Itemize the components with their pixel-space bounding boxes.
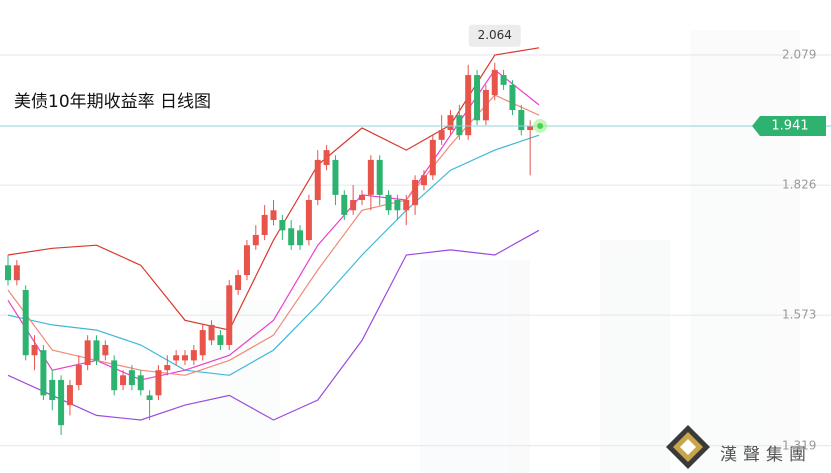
- candle-body: [13, 265, 20, 281]
- y-tick-label: 1.826: [782, 178, 816, 192]
- candle-body: [146, 395, 153, 400]
- candle-body: [182, 355, 188, 361]
- candle-body: [164, 365, 171, 371]
- candles: [5, 62, 534, 435]
- background-buildings: [200, 30, 800, 473]
- candle-body: [376, 159, 383, 195]
- candle-body: [58, 379, 65, 426]
- candle-body: [208, 324, 215, 341]
- candle-body: [155, 370, 162, 396]
- candle-body: [518, 110, 525, 131]
- candle-body: [474, 75, 481, 121]
- candle-body: [332, 159, 339, 195]
- candle-body: [305, 199, 312, 241]
- candle-body: [323, 150, 330, 166]
- candle-body: [279, 220, 286, 231]
- y-tick-label: 2.079: [782, 48, 816, 62]
- candle-body: [226, 285, 233, 345]
- candle-body: [173, 355, 180, 361]
- candle-body: [341, 194, 348, 215]
- candle-body: [5, 265, 11, 281]
- candle-body: [40, 350, 47, 396]
- candle-body: [128, 370, 135, 386]
- candle-body: [252, 234, 259, 246]
- candle-body: [350, 199, 357, 211]
- candle-body: [288, 228, 295, 246]
- candle-body: [314, 159, 321, 200]
- indicator-line: [7, 229, 540, 421]
- candle-body: [93, 340, 100, 361]
- candle-body: [31, 344, 38, 356]
- current-price-dot: [537, 122, 544, 129]
- candle-body: [190, 350, 197, 361]
- candle-body: [49, 379, 56, 400]
- candle-body: [111, 360, 118, 391]
- indicator-line: [7, 134, 540, 376]
- current-price-label: 1.941: [771, 118, 808, 133]
- candle-body: [120, 375, 127, 386]
- candle-body: [367, 159, 374, 195]
- candle-body: [385, 194, 392, 211]
- candle-body: [412, 179, 419, 206]
- candle-body: [394, 199, 401, 211]
- current-price-box: [752, 115, 826, 136]
- logo: [666, 425, 710, 469]
- candle-body: [217, 335, 224, 345]
- candle-body: [297, 230, 304, 246]
- candle-body: [66, 385, 73, 406]
- candle-body: [509, 84, 516, 111]
- candle-body: [491, 69, 498, 96]
- candle-body: [438, 130, 445, 140]
- y-tick-label: 1.319: [782, 438, 816, 452]
- candle-body: [75, 365, 82, 386]
- candle-body: [199, 330, 206, 356]
- candle-body: [465, 75, 472, 136]
- candle-body: [243, 245, 250, 276]
- candle-body: [137, 375, 144, 391]
- candle-body: [261, 214, 268, 235]
- y-tick-label: 1.573: [782, 308, 816, 322]
- chart-title: 美债10年期收益率 日线图: [14, 92, 211, 112]
- max-label-box: [468, 24, 521, 47]
- candle-body: [403, 199, 410, 211]
- candle-body: [482, 89, 489, 121]
- candle-body: [235, 275, 242, 290]
- candle-body: [527, 125, 534, 131]
- candle-body: [500, 75, 507, 85]
- candle-body: [22, 289, 29, 356]
- candle-body: [359, 194, 365, 200]
- candle-body: [270, 210, 277, 221]
- watermark: 漢聲集團: [720, 445, 812, 465]
- candle-body: [447, 115, 454, 131]
- candle-body: [429, 139, 436, 176]
- candle-body: [420, 175, 427, 186]
- candle-body: [84, 340, 91, 366]
- candle-body: [456, 115, 463, 136]
- candle-body: [102, 344, 109, 356]
- max-label: 2.064: [478, 28, 512, 42]
